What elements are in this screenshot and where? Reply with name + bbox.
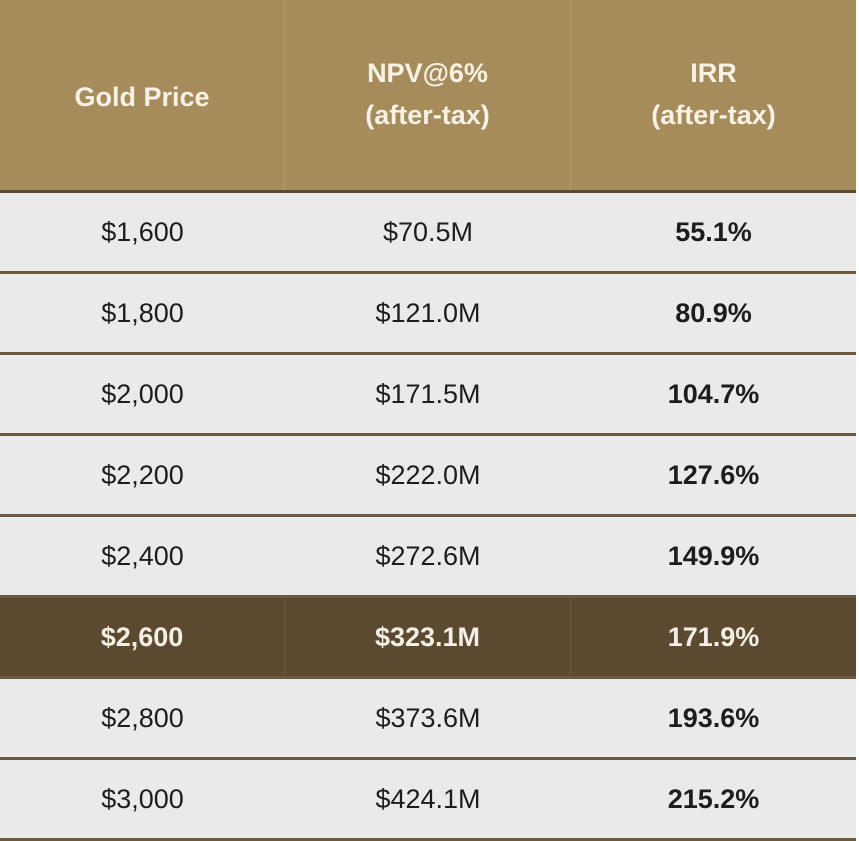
irr-cell: 193.6% [667, 702, 760, 733]
header-gold-price-label: Gold Price [74, 82, 210, 112]
table-header: Gold Price NPV@6% (after-tax) IRR (after… [0, 0, 856, 190]
npv-cell: $70.5M [382, 216, 474, 247]
gold-price-cell: $2,400 [101, 540, 184, 571]
npv-cell: $424.1M [375, 783, 481, 814]
irr-cell: 80.9% [675, 297, 752, 328]
npv-cell: $222.0M [375, 459, 481, 490]
header-npv-label: NPV@6% [367, 58, 488, 88]
row-divider [0, 433, 856, 436]
table-row: $1,800 $121.0M 80.9% [0, 274, 856, 352]
gold-price-cell: $2,800 [101, 702, 184, 733]
table-row: $2,200 $222.0M 127.6% [0, 436, 856, 514]
header-irr-label: IRR [690, 58, 737, 88]
gold-price-cell: $2,000 [101, 378, 184, 409]
npv-cell: $121.0M [375, 297, 481, 328]
table-row: $2,400 $272.6M 149.9% [0, 517, 856, 595]
header-divider [0, 190, 856, 193]
gold-price-cell: $3,000 [101, 783, 184, 814]
irr-cell: 149.9% [667, 540, 760, 571]
row-divider [0, 757, 856, 760]
row-divider [0, 352, 856, 355]
gold-price-cell: $2,200 [101, 459, 184, 490]
irr-cell: 127.6% [667, 459, 760, 490]
table-row: $3,000 $424.1M 215.2% [0, 760, 856, 838]
header-npv-sublabel: (after-tax) [365, 100, 490, 130]
irr-cell: 171.9% [667, 621, 760, 652]
table-row-highlighted: $2,600 $323.1M 171.9% [0, 598, 856, 676]
header-irr: IRR (after-tax) [571, 0, 856, 190]
npv-cell: $373.6M [375, 702, 481, 733]
row-divider [0, 514, 856, 517]
header-gold-price: Gold Price [0, 0, 285, 190]
gold-price-cell: $1,600 [101, 216, 184, 247]
row-divider [0, 676, 856, 679]
irr-cell: 104.7% [667, 378, 760, 409]
npv-cell: $323.1M [285, 598, 571, 676]
gold-price-cell: $2,600 [0, 598, 285, 676]
header-npv: NPV@6% (after-tax) [285, 0, 571, 190]
irr-cell: 215.2% [667, 783, 760, 814]
table-row: $2,800 $373.6M 193.6% [0, 679, 856, 757]
table-row: $1,600 $70.5M 55.1% [0, 193, 856, 271]
irr-cell: 55.1% [675, 216, 752, 247]
table-row: $2,000 $171.5M 104.7% [0, 355, 856, 433]
npv-cell: $272.6M [375, 540, 481, 571]
npv-cell: $171.5M [375, 378, 481, 409]
header-irr-sublabel: (after-tax) [651, 100, 776, 130]
row-divider [0, 595, 856, 598]
row-divider [0, 271, 856, 274]
gold-price-cell: $1,800 [101, 297, 184, 328]
